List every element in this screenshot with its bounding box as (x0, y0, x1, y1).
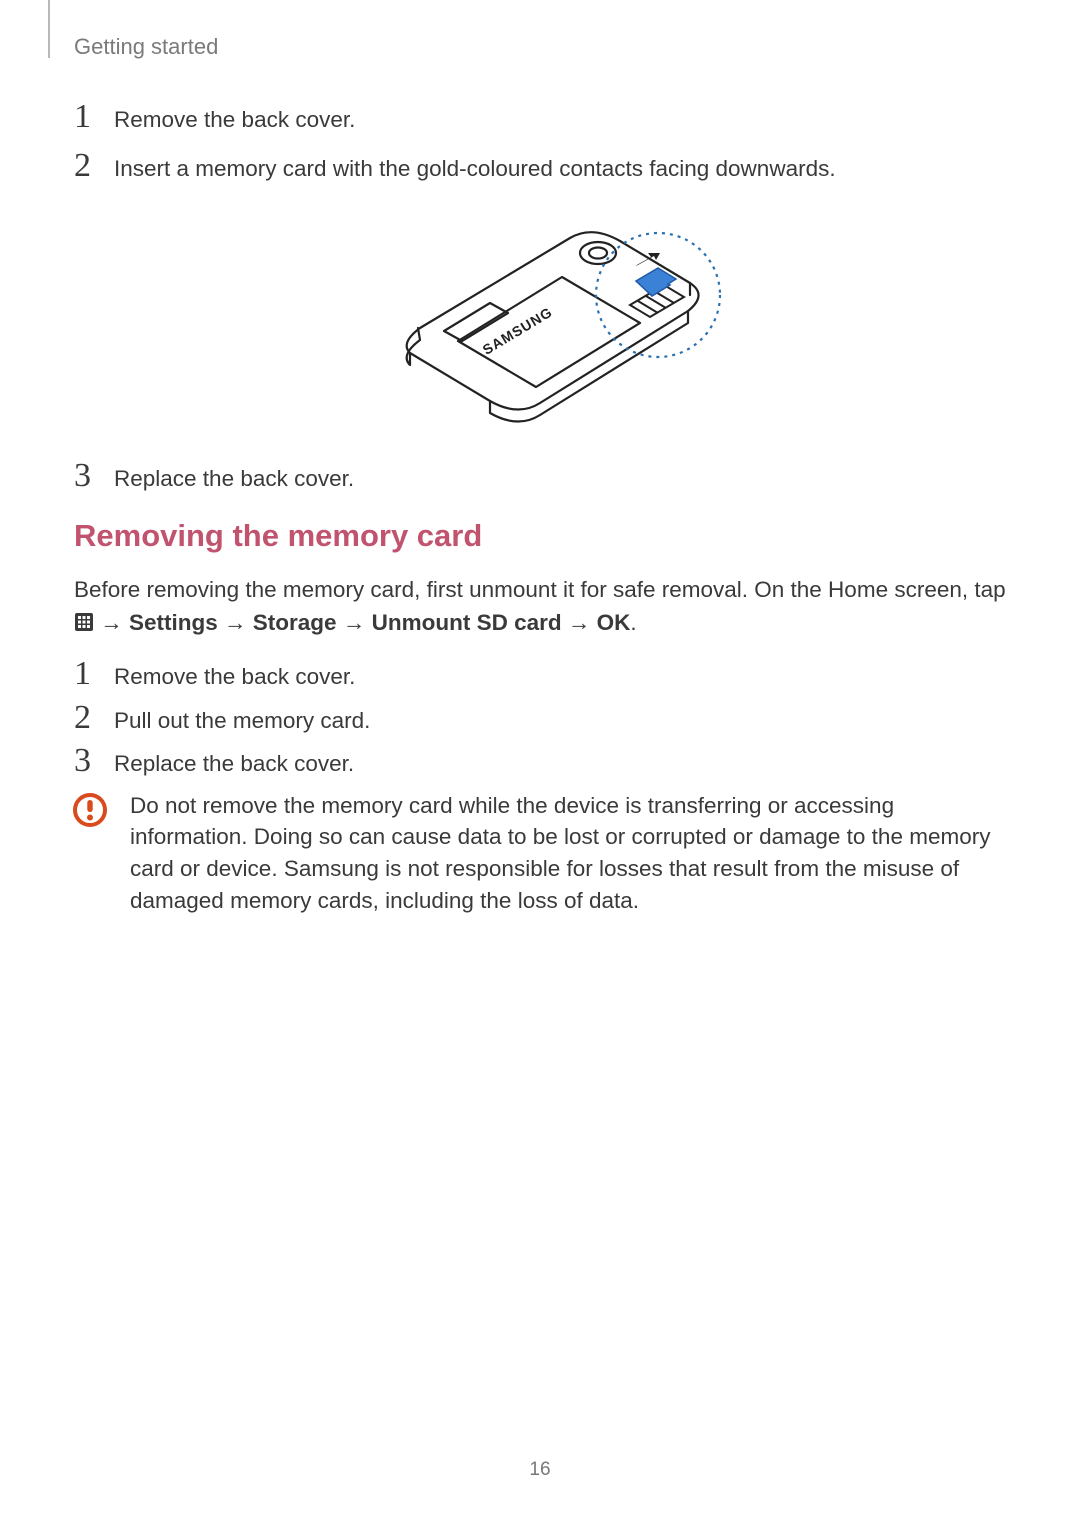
step-number: 1 (74, 100, 96, 134)
arrow-4: → (562, 610, 597, 635)
step-text: Remove the back cover. (114, 659, 355, 692)
arrow-2: → (218, 610, 253, 635)
intro-pre: Before removing the memory card, first u… (74, 577, 1006, 602)
install-step-3: 3 Replace the back cover. (74, 459, 1006, 494)
remove-step-3: 3 Replace the back cover. (74, 744, 1006, 779)
step-number: 2 (74, 701, 96, 735)
remove-step-2: 2 Pull out the memory card. (74, 701, 1006, 736)
device-figure: SAMSUNG (74, 213, 1006, 423)
intro-period: . (630, 610, 636, 635)
apps-icon (74, 612, 94, 632)
install-step-2: 2 Insert a memory card with the gold-col… (74, 149, 1006, 184)
path-storage: Storage (253, 610, 337, 635)
path-ok: OK (597, 610, 631, 635)
install-step-1: 1 Remove the back cover. (74, 100, 1006, 135)
caution-block: Do not remove the memory card while the … (74, 790, 1006, 918)
path-unmount: Unmount SD card (372, 610, 562, 635)
step-number: 1 (74, 657, 96, 691)
step-text: Replace the back cover. (114, 461, 354, 494)
section-header: Getting started (74, 34, 218, 60)
caution-icon (72, 792, 108, 833)
removing-card-heading: Removing the memory card (74, 518, 1006, 554)
remove-step-1: 1 Remove the back cover. (74, 657, 1006, 692)
header-tick (48, 0, 50, 58)
arrow-3: → (337, 610, 372, 635)
step-number: 2 (74, 149, 96, 183)
page-number: 16 (0, 1459, 1080, 1481)
step-text: Pull out the memory card. (114, 703, 370, 736)
step-text: Insert a memory card with the gold-colou… (114, 151, 836, 184)
caution-text: Do not remove the memory card while the … (130, 790, 1006, 918)
remove-steps: 1 Remove the back cover. 2 Pull out the … (74, 657, 1006, 779)
unmount-instructions: Before removing the memory card, first u… (74, 574, 1006, 639)
device-illustration: SAMSUNG (340, 213, 740, 423)
brand-label: SAMSUNG (480, 303, 556, 357)
step-number: 3 (74, 744, 96, 778)
step-text: Replace the back cover. (114, 746, 354, 779)
step-text: Remove the back cover. (114, 102, 355, 135)
path-settings: Settings (129, 610, 218, 635)
arrow-1: → (94, 610, 129, 635)
page-content: 1 Remove the back cover. 2 Insert a memo… (74, 100, 1006, 917)
step-number: 3 (74, 459, 96, 493)
